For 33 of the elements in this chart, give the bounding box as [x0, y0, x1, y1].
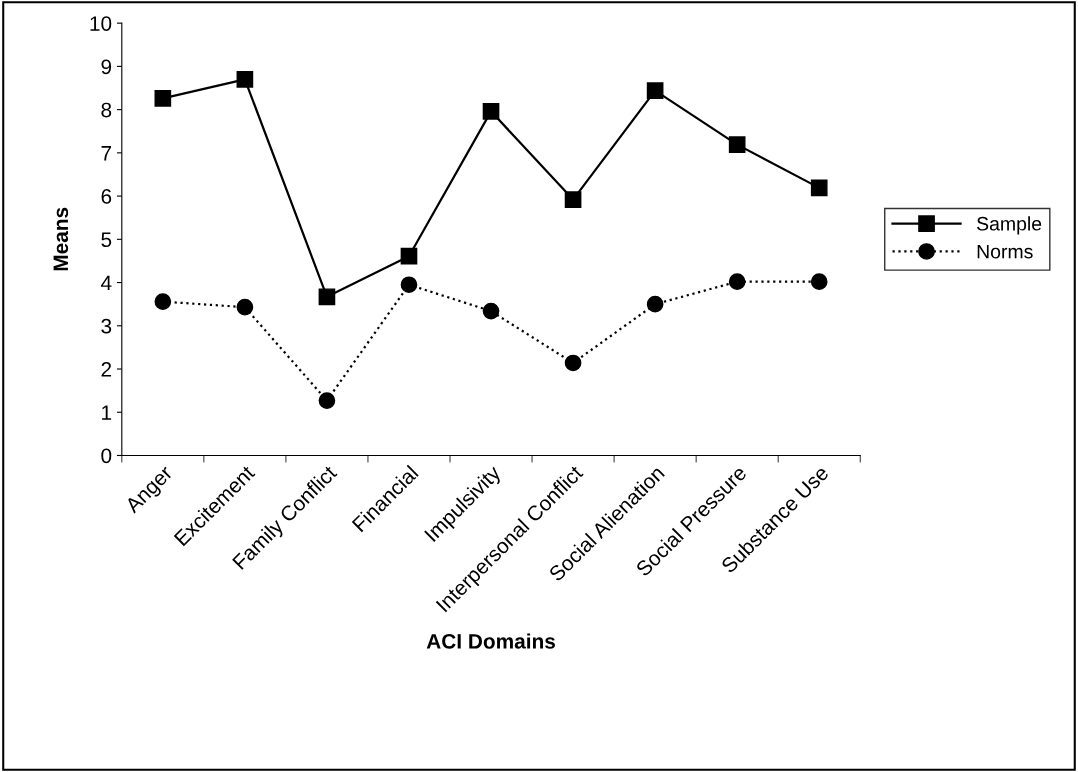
point	[482, 103, 500, 120]
point	[646, 82, 664, 99]
y-tick-label: 4	[100, 275, 112, 291]
y-tick-label: 2	[101, 362, 112, 377]
legend-label: Sample	[977, 216, 1042, 235]
y-tick-label: 5	[101, 232, 112, 248]
point	[810, 273, 828, 291]
point	[400, 247, 418, 265]
y-tick-label: 3	[101, 318, 112, 334]
y-axis-title: Means	[53, 207, 69, 271]
y-tick-label: 10	[90, 16, 112, 31]
y-tick-label: 9	[101, 59, 112, 75]
point	[236, 71, 254, 88]
point	[728, 273, 746, 291]
y-tick-label: 0	[101, 448, 112, 464]
point	[810, 179, 828, 197]
point	[400, 276, 418, 294]
point	[564, 191, 582, 208]
point	[154, 90, 172, 107]
point	[318, 392, 336, 409]
y-tick-label: 1	[102, 405, 112, 420]
point	[564, 354, 582, 372]
point	[236, 298, 254, 316]
point	[482, 302, 500, 320]
point	[154, 293, 172, 310]
y-tick-label: 7	[101, 146, 112, 161]
point	[646, 295, 664, 313]
legend-label: Norms	[977, 244, 1033, 259]
y-tick-label: 8	[101, 102, 112, 118]
x-axis-title: ACI Domains	[426, 633, 555, 649]
point	[318, 288, 336, 306]
y-tick-label: 6	[101, 189, 112, 204]
point	[728, 136, 746, 153]
